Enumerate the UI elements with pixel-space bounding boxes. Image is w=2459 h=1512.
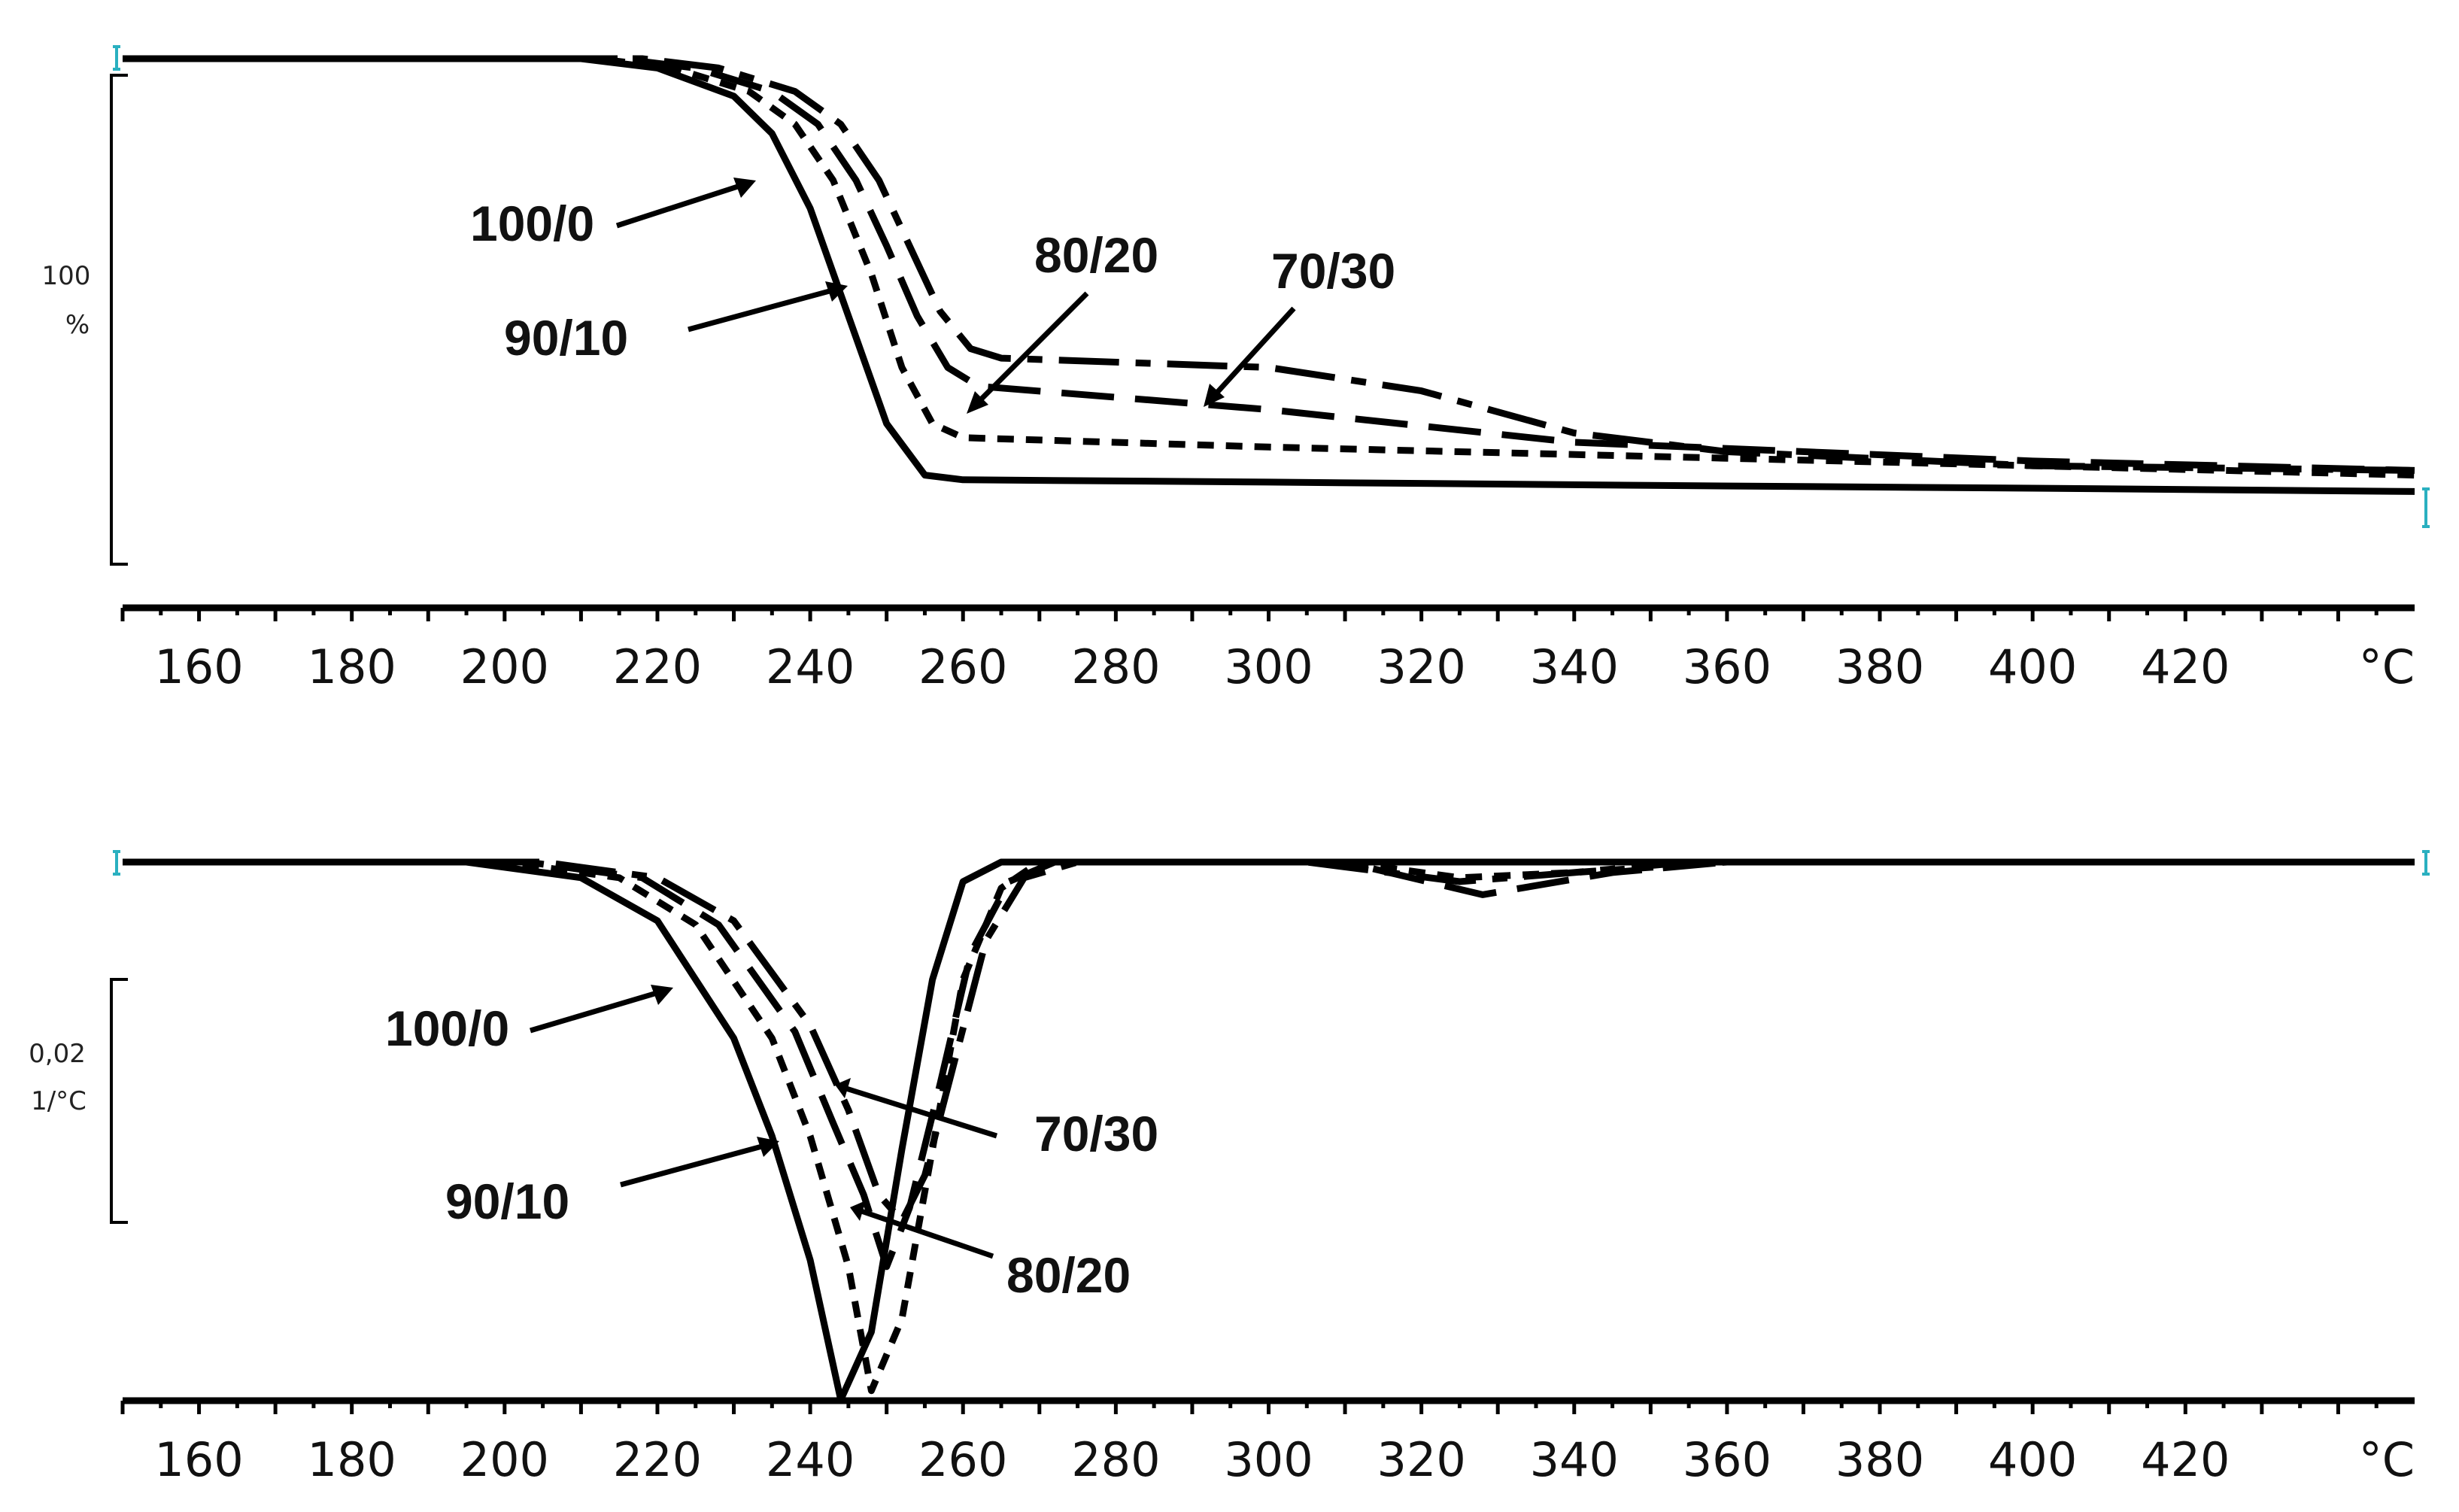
tg-x-ticks: 160 180 200 220 240 260 280 300 320 340 360 380 400 4… bbox=[120, 608, 2379, 694]
tg-scale-value: 100 bbox=[42, 261, 91, 291]
tg-panel: 100 % 160 180 200 220 240 260 280 300 320 340 360 3… bbox=[42, 45, 2430, 694]
dtg-arrow-80-20 bbox=[860, 1208, 994, 1259]
tg-arrowhead-100-0 bbox=[733, 178, 756, 198]
series-line-100-0 bbox=[123, 858, 2415, 1404]
x-tick-label: 160 bbox=[154, 1432, 243, 1487]
tg-label-70-30: 70/30 bbox=[1271, 243, 1395, 299]
tg-curves bbox=[123, 55, 2415, 495]
series-line-80-20 bbox=[123, 858, 2415, 1271]
series-line-80-20 bbox=[123, 55, 2415, 474]
tg-scale-bracket bbox=[110, 74, 128, 566]
tg-arrow-80-20 bbox=[976, 291, 1089, 405]
x-tick-label: 380 bbox=[1835, 639, 1924, 694]
series-line-70-30 bbox=[123, 55, 2415, 474]
x-tick-label: 280 bbox=[1071, 639, 1160, 694]
dtg-scale-value: 0,02 bbox=[29, 1039, 86, 1069]
x-tick-label: 300 bbox=[1224, 639, 1313, 694]
x-tick-label: 380 bbox=[1835, 1432, 1924, 1487]
tg-right-marker bbox=[2422, 487, 2430, 528]
dtg-label-80-20: 80/20 bbox=[1006, 1247, 1131, 1303]
x-tick-label: 220 bbox=[613, 1432, 702, 1487]
tg-arrow-100-0 bbox=[615, 181, 746, 229]
x-tick-label: 240 bbox=[766, 639, 855, 694]
tg-arrow-90-10 bbox=[688, 287, 836, 332]
tg-arrowhead-70-30 bbox=[1204, 384, 1225, 407]
series-line-90-10 bbox=[123, 55, 2415, 479]
x-tick-label: 180 bbox=[308, 639, 396, 694]
x-tick-label: 200 bbox=[460, 1432, 549, 1487]
x-tick-label: 240 bbox=[766, 1432, 855, 1487]
x-tick-label: 340 bbox=[1530, 639, 1619, 694]
dtg-label-90-10: 90/10 bbox=[445, 1173, 569, 1229]
dtg-x-unit: °C bbox=[2359, 1432, 2415, 1487]
tg-x-unit: °C bbox=[2359, 639, 2415, 694]
dtg-right-marker bbox=[2422, 850, 2430, 876]
dtg-arrowhead-90-10 bbox=[757, 1137, 779, 1157]
dtg-panel: 0,02 1/°C 160 180 200 220 240 260 280 300 320 340… bbox=[29, 850, 2430, 1487]
x-tick-label: 160 bbox=[154, 639, 243, 694]
tg-label-80-20: 80/20 bbox=[1034, 227, 1158, 283]
tg-label-90-10: 90/10 bbox=[504, 310, 628, 366]
x-tick-label: 400 bbox=[1988, 639, 2077, 694]
dtg-curves bbox=[123, 858, 2415, 1404]
dtg-label-70-30: 70/30 bbox=[1034, 1106, 1158, 1161]
x-tick-label: 360 bbox=[1683, 639, 1771, 694]
x-tick-label: 420 bbox=[2141, 639, 2230, 694]
tg-arrow-70-30 bbox=[1213, 306, 1296, 397]
x-tick-label: 320 bbox=[1377, 639, 1465, 694]
x-tick-label: 320 bbox=[1377, 1432, 1465, 1487]
dtg-left-marker bbox=[113, 850, 120, 876]
x-tick-label: 360 bbox=[1683, 1432, 1771, 1487]
tg-arrowhead-90-10 bbox=[825, 281, 848, 302]
dtg-arrow-100-0 bbox=[530, 988, 663, 1034]
dtg-scale-bracket bbox=[110, 978, 128, 1224]
x-tick-label: 340 bbox=[1530, 1432, 1619, 1487]
x-tick-label: 300 bbox=[1224, 1432, 1313, 1487]
tg-label-100-0: 100/0 bbox=[470, 196, 594, 251]
series-line-100-0 bbox=[123, 55, 2415, 495]
tg-scale-unit: % bbox=[65, 310, 90, 340]
dtg-arrow-90-10 bbox=[620, 1142, 768, 1188]
dtg-scale-unit: 1/°C bbox=[31, 1086, 87, 1116]
dtg-arrow-70-30 bbox=[845, 1085, 998, 1139]
x-tick-label: 400 bbox=[1988, 1432, 2077, 1487]
x-tick-label: 260 bbox=[918, 639, 1007, 694]
x-tick-label: 420 bbox=[2141, 1432, 2230, 1487]
x-tick-label: 200 bbox=[460, 639, 549, 694]
dtg-arrowhead-100-0 bbox=[651, 985, 673, 1005]
tg-arrowhead-80-20 bbox=[967, 391, 988, 414]
dtg-arrowhead-70-30 bbox=[835, 1078, 851, 1098]
series-line-90-10 bbox=[123, 858, 2415, 1395]
x-tick-label: 280 bbox=[1071, 1432, 1160, 1487]
dtg-arrowhead-80-20 bbox=[850, 1201, 866, 1221]
x-tick-label: 180 bbox=[308, 1432, 396, 1487]
dtg-label-100-0: 100/0 bbox=[385, 1000, 509, 1056]
dtg-x-ticks: 160 180 200 220 240 260 280 300 320 340 360 380 400 4… bbox=[120, 1401, 2379, 1487]
x-tick-label: 260 bbox=[918, 1432, 1007, 1487]
x-tick-label: 220 bbox=[613, 639, 702, 694]
tg-left-marker bbox=[113, 45, 120, 71]
